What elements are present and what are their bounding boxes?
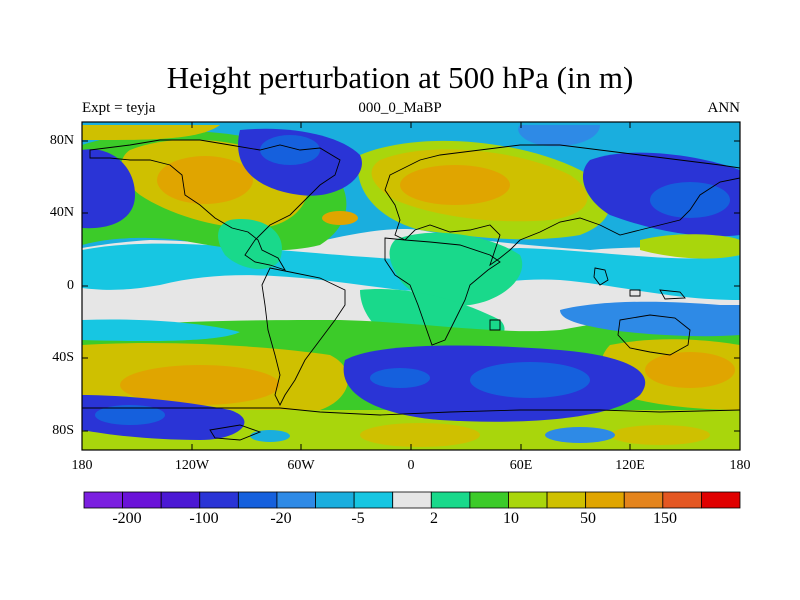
- colorbar-label: -5: [351, 510, 365, 527]
- colorbar-label: 10: [503, 510, 519, 527]
- lon-label-120w: 120W: [174, 458, 210, 473]
- lon-label-0: 0: [407, 458, 415, 473]
- lat-label-80n: 80N: [49, 133, 74, 148]
- colorbar-cell: [546, 491, 587, 509]
- lat-label-0: 0: [67, 278, 74, 293]
- colorbar-label: -200: [112, 510, 142, 527]
- colorbar-label: -20: [270, 510, 292, 527]
- continent-outlines: [82, 139, 740, 441]
- colorbar: [83, 491, 741, 509]
- colorbar-cell: [276, 491, 316, 509]
- lat-label-40s: 40S: [52, 350, 74, 365]
- colorbar-label: 50: [580, 510, 596, 527]
- colorbar-cell: [237, 491, 278, 509]
- colorbar-label: -100: [189, 510, 219, 527]
- lon-label-60e: 60E: [509, 458, 533, 473]
- colorbar-label: 150: [653, 510, 677, 527]
- lon-label-180w: 180: [71, 458, 93, 473]
- colorbar-cell: [353, 491, 394, 509]
- colorbar-cell: [392, 491, 432, 509]
- lat-label-40n: 40N: [49, 205, 74, 220]
- colorbar-label: 2: [430, 510, 438, 527]
- colorbar-cell: [585, 491, 625, 509]
- colorbar-cell: [122, 491, 162, 509]
- experiment-label: Expt = teyja: [82, 100, 156, 116]
- map-title: Height perturbation at 500 hPa (in m): [166, 60, 634, 95]
- colorbar-cell: [469, 491, 509, 509]
- lat-label-80s: 80S: [52, 423, 74, 438]
- colorbar-cell: [623, 491, 664, 509]
- lon-label-180e: 180: [729, 458, 751, 473]
- period-label: 000_0_MaBP: [358, 100, 442, 116]
- colorbar-cell: [199, 491, 239, 509]
- lon-label-120e: 120E: [615, 458, 645, 473]
- colorbar-cell: [662, 491, 702, 509]
- colorbar-cell: [430, 491, 471, 509]
- season-label: ANN: [707, 100, 741, 116]
- colorbar-cell: [83, 491, 123, 509]
- colorbar-cell: [701, 491, 741, 509]
- colorbar-cell: [160, 491, 201, 509]
- colorbar-cell: [508, 491, 548, 509]
- lon-label-60w: 60W: [287, 458, 315, 473]
- colorbar-cell: [315, 491, 355, 509]
- height-field: [82, 122, 740, 450]
